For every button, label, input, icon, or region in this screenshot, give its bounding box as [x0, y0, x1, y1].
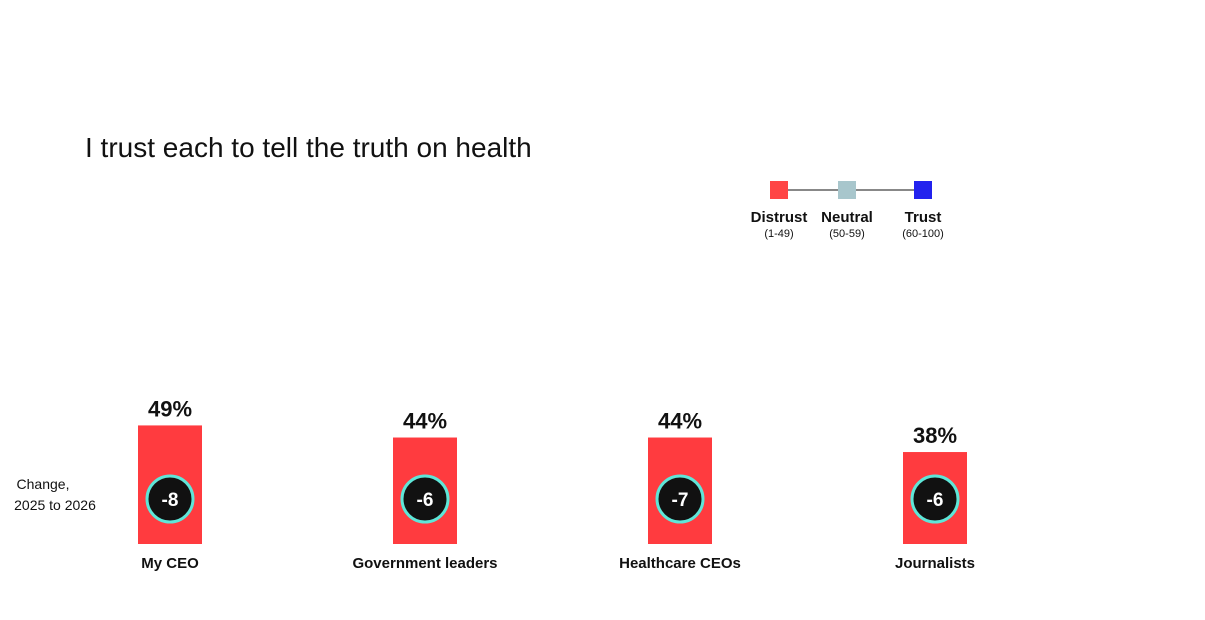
legend-label: Trust	[905, 209, 942, 226]
category-label: Journalists	[895, 555, 975, 572]
change-badge	[655, 474, 705, 524]
category-label: Healthcare CEOs	[619, 555, 741, 572]
bar-value-label: 44%	[658, 409, 702, 434]
category-label: My CEO	[141, 555, 199, 572]
change-badge	[145, 474, 195, 524]
bar-value-label: 49%	[148, 396, 192, 421]
change-value-label: -8	[162, 490, 179, 511]
change-value-label: -6	[927, 490, 944, 511]
change-badge	[400, 474, 450, 524]
change-value-label: -6	[417, 490, 434, 511]
legend-range: (50-59)	[829, 228, 864, 240]
change-label-line2: 2025 to 2026	[14, 497, 96, 513]
change-badge	[910, 474, 960, 524]
legend-swatch-trust	[914, 181, 932, 199]
legend-range: (1-49)	[764, 228, 793, 240]
legend: Distrust (1-49) Neutral (50-59) Trust (60-100…	[751, 181, 944, 240]
bars: 49% -8 My CEO 44% -6 Government leaders 44% -7 H…	[138, 396, 975, 572]
legend-label: Distrust	[751, 209, 808, 226]
bar-value-label: 38%	[913, 423, 957, 448]
change-value-label: -7	[672, 490, 689, 511]
bar-value-label: 44%	[403, 409, 447, 434]
legend-swatch-neutral	[838, 181, 856, 199]
change-label-line1: Change,	[17, 476, 70, 492]
legend-label: Neutral	[821, 209, 873, 226]
category-label: Government leaders	[352, 555, 497, 572]
chart-title: I trust each to tell the truth on health	[85, 132, 532, 163]
legend-swatch-distrust	[770, 181, 788, 199]
legend-range: (60-100)	[902, 228, 944, 240]
